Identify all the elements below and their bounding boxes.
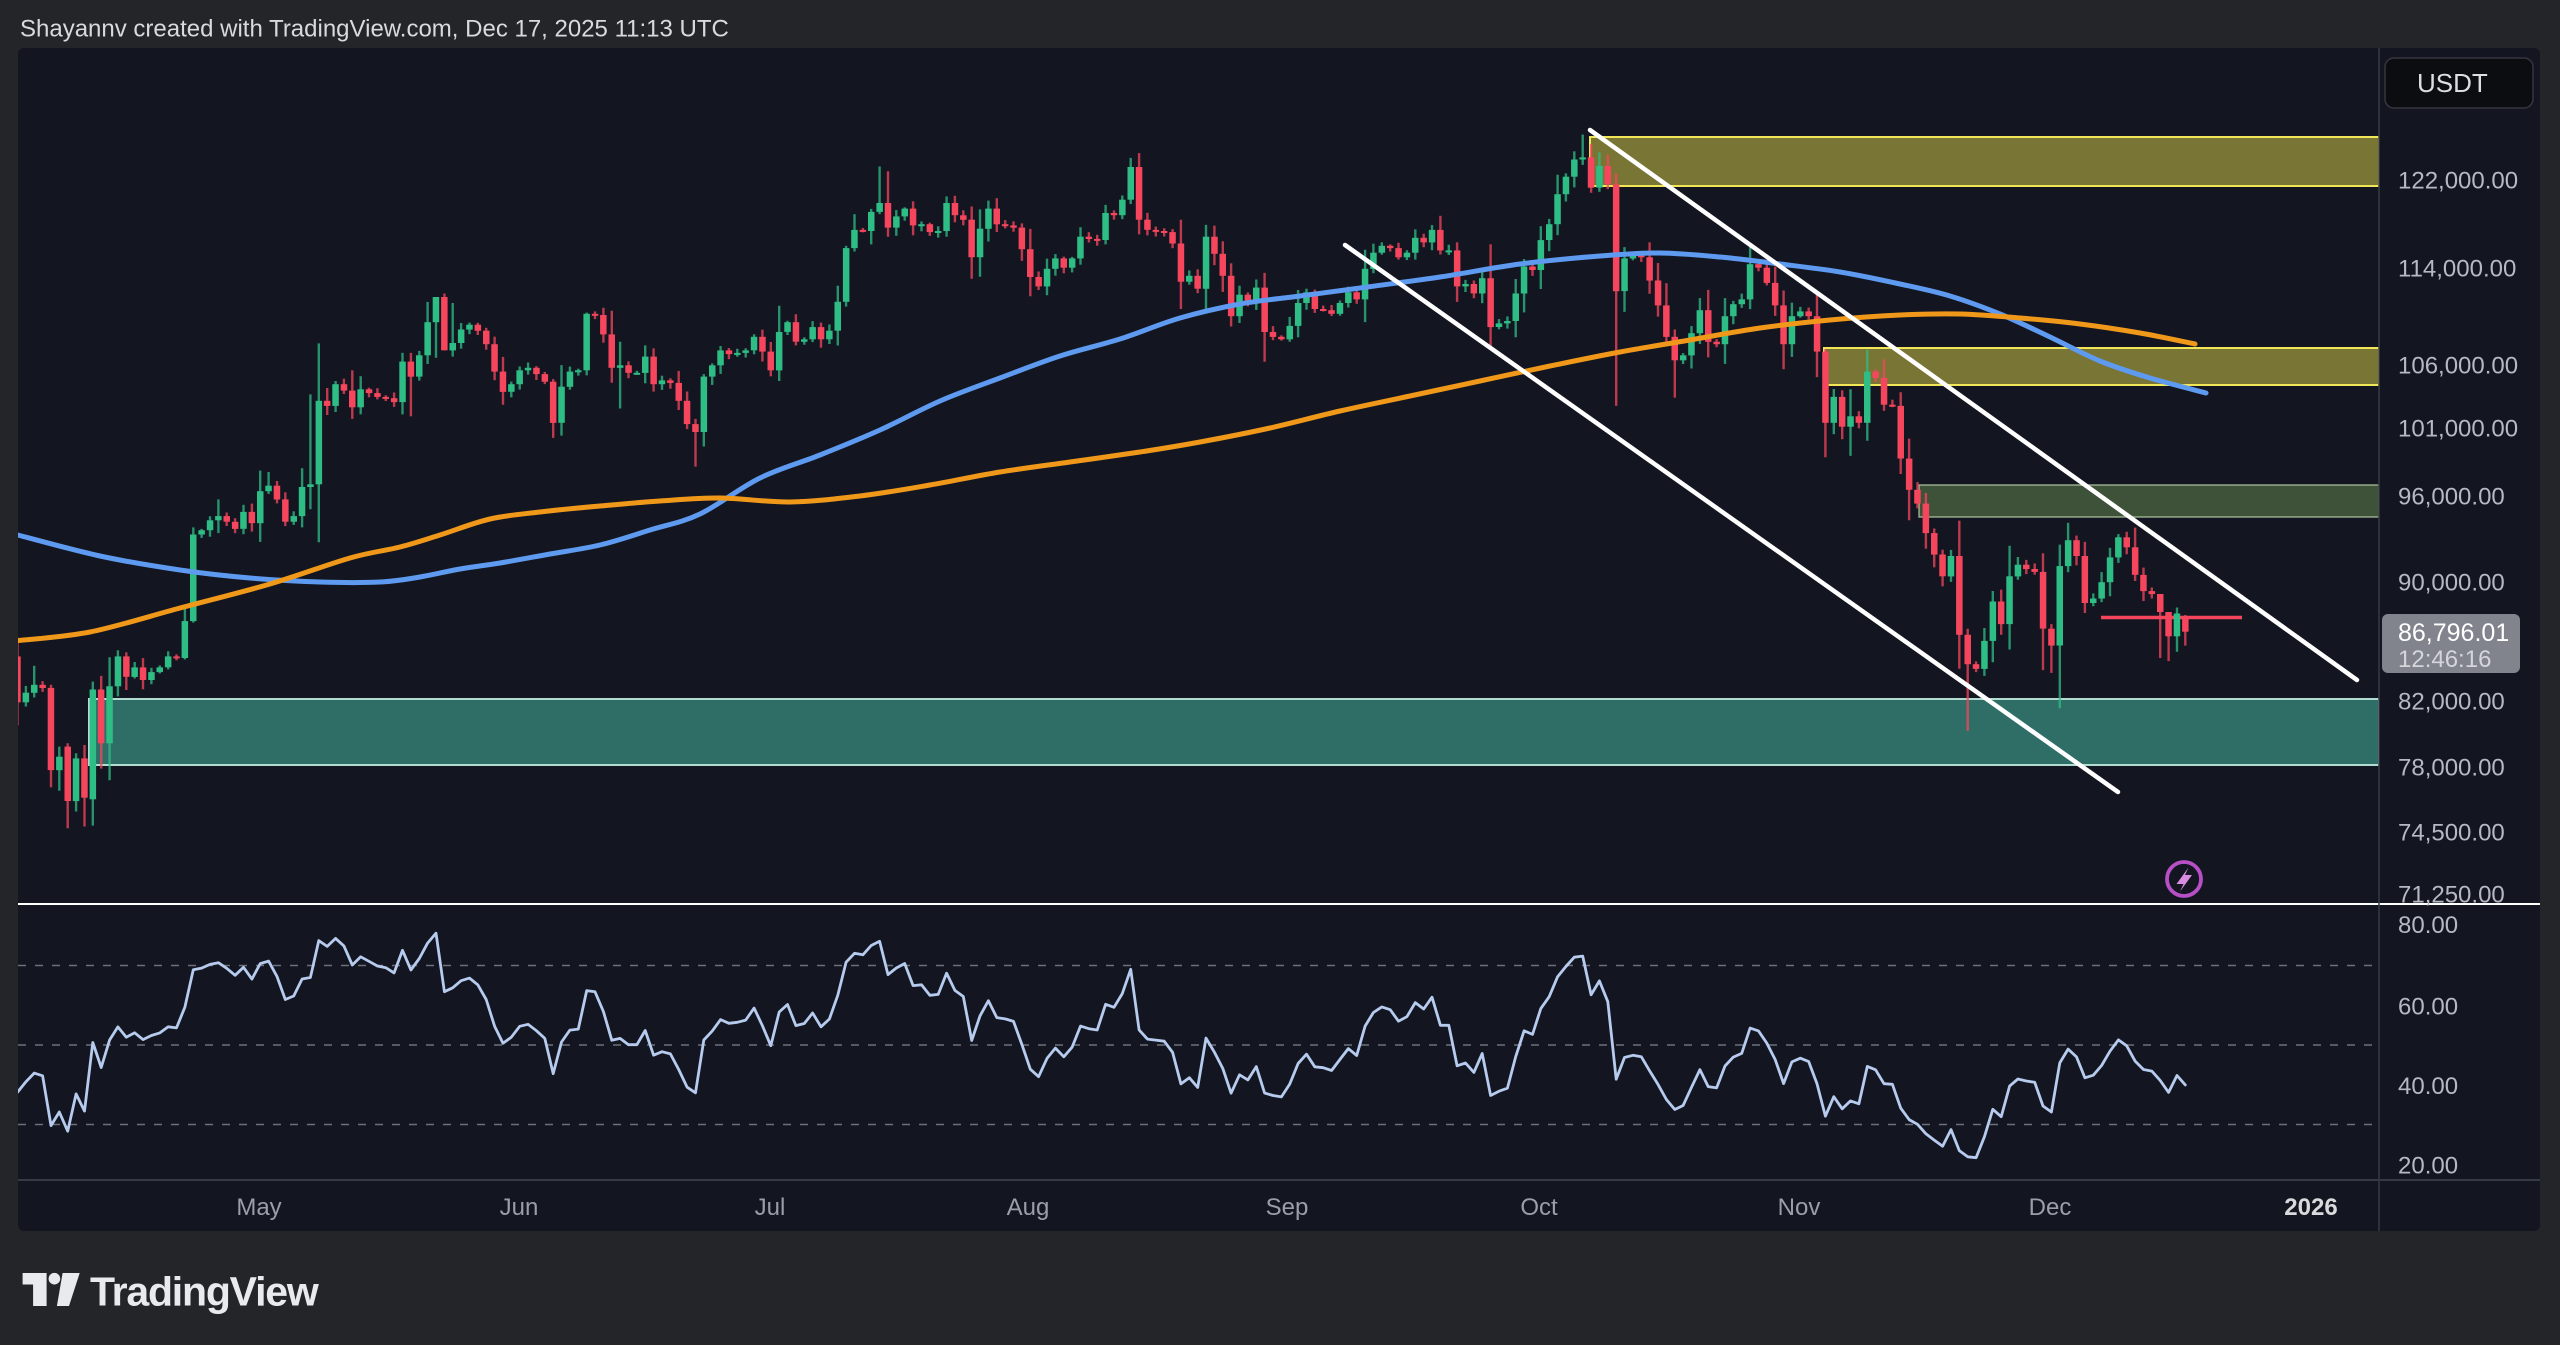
svg-text:Shayannv created with TradingV: Shayannv created with TradingView.com, D…	[20, 16, 729, 43]
svg-text:96,000.00: 96,000.00	[2398, 484, 2505, 511]
svg-text:Dec: Dec	[2029, 1194, 2072, 1221]
svg-text:2026: 2026	[2284, 1194, 2337, 1221]
svg-text:12:46:16: 12:46:16	[2398, 646, 2491, 673]
svg-text:20.00: 20.00	[2398, 1153, 2458, 1180]
svg-text:Jul: Jul	[755, 1194, 786, 1221]
svg-text:122,000.00: 122,000.00	[2398, 168, 2518, 195]
svg-text:60.00: 60.00	[2398, 994, 2458, 1021]
svg-text:106,000.00: 106,000.00	[2398, 353, 2518, 380]
svg-text:Jun: Jun	[500, 1194, 539, 1221]
svg-text:114,000.00: 114,000.00	[2398, 256, 2516, 283]
svg-text:80.00: 80.00	[2398, 912, 2458, 939]
svg-text:Oct: Oct	[1520, 1194, 1558, 1221]
svg-text:USDT: USDT	[2417, 68, 2488, 98]
svg-text:86,796.01: 86,796.01	[2398, 619, 2509, 647]
svg-text:TradingView: TradingView	[90, 1269, 319, 1315]
svg-text:101,000.00: 101,000.00	[2398, 416, 2518, 443]
svg-text:82,000.00: 82,000.00	[2398, 689, 2505, 716]
svg-text:Nov: Nov	[1778, 1194, 1821, 1221]
svg-text:74,500.00: 74,500.00	[2398, 820, 2505, 847]
svg-text:Aug: Aug	[1007, 1194, 1050, 1221]
svg-text:71,250.00: 71,250.00	[2398, 882, 2505, 909]
svg-text:40.00: 40.00	[2398, 1073, 2458, 1100]
svg-text:Sep: Sep	[1266, 1194, 1309, 1221]
svg-text:May: May	[236, 1194, 281, 1221]
svg-text:78,000.00: 78,000.00	[2398, 755, 2505, 782]
svg-text:90,000.00: 90,000.00	[2398, 570, 2505, 597]
